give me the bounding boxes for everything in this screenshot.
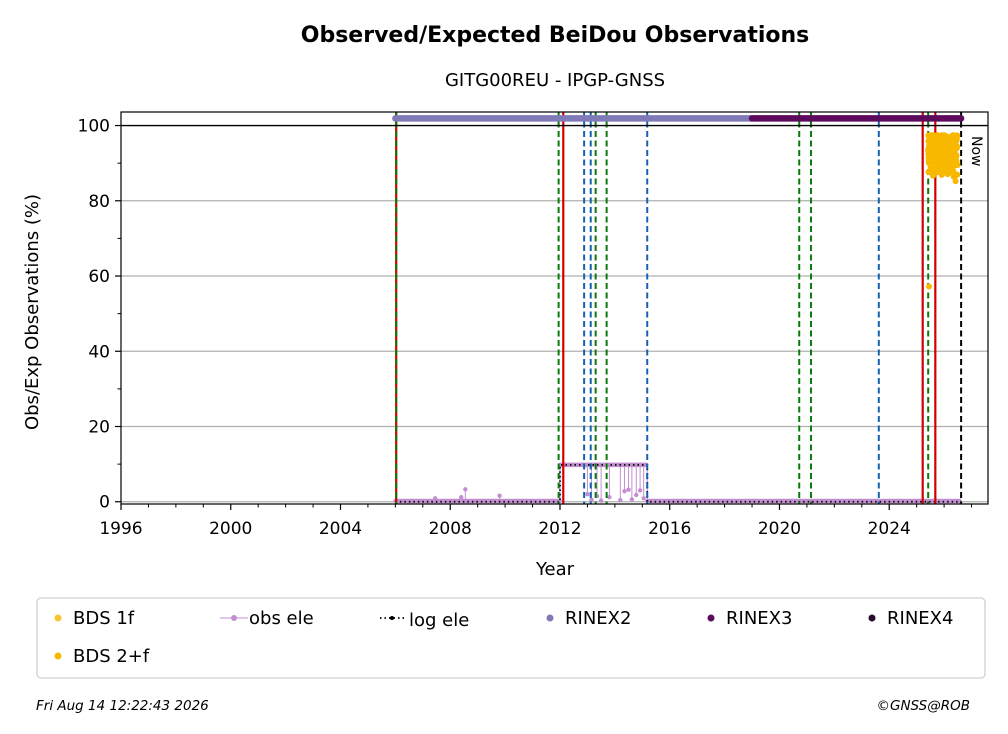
axis-ticks: 0 20 40 60 80 100 1996 2000 2004 2008 2012 2016 2020… <box>78 117 973 539</box>
y-tick-label: 80 <box>88 192 110 212</box>
bds-2f-point <box>937 145 944 152</box>
y-tick-label: 0 <box>99 493 110 513</box>
obs-ele-point <box>598 498 604 503</box>
chart-title: Observed/Expected BeiDou Observations <box>301 23 810 48</box>
bds-2f-point <box>926 283 933 290</box>
bds-2f-point <box>928 135 935 142</box>
now-label: Now <box>968 136 984 167</box>
bds-2f-point <box>950 173 957 180</box>
legend-label: RINEX4 <box>887 608 953 629</box>
chart-subtitle: GITG00REU - IPGP-GNSS <box>445 70 665 91</box>
legend-marker <box>54 652 62 660</box>
x-tick-label: 2016 <box>648 519 691 539</box>
obs-ele-point <box>637 488 643 493</box>
bds-2f-point <box>954 162 961 169</box>
obs-ele-point <box>459 495 464 500</box>
bds-2f-point <box>941 153 948 160</box>
legend-marker <box>868 614 876 622</box>
obs-ele-point <box>589 497 594 503</box>
log-ele-series <box>395 463 962 503</box>
x-tick-label: 1996 <box>99 519 142 539</box>
y-tick-label: 20 <box>88 418 110 438</box>
legend-marker <box>231 615 237 621</box>
log-ele-line <box>395 463 962 503</box>
x-tick-label: 2004 <box>319 519 362 539</box>
bds-2f-point <box>928 141 935 148</box>
bds-2f-point <box>954 132 961 139</box>
bds-2f-point <box>935 155 942 162</box>
bds-series <box>925 131 961 290</box>
bds-2f-point <box>936 135 943 142</box>
obs-ele-point <box>634 492 639 498</box>
legend-marker <box>546 614 554 622</box>
bds-2f-point <box>953 153 960 160</box>
legend-label: RINEX3 <box>726 608 792 629</box>
legend-marker <box>707 614 715 622</box>
obs-ele-point <box>626 487 631 492</box>
bds-2f-point <box>949 137 956 144</box>
obs-ele-point <box>641 496 646 501</box>
bds-2f-point <box>948 154 955 161</box>
y-tick-label: 100 <box>78 117 110 137</box>
bds-2f-point <box>944 133 951 140</box>
bds-2f-point <box>928 157 935 164</box>
y-axis-label: Obs/Exp Observations (%) <box>22 194 43 430</box>
legend-label: obs ele <box>249 608 314 629</box>
obs-ele-point <box>618 498 623 503</box>
bds-2f-point <box>929 152 936 159</box>
bds-2f-point <box>935 141 942 148</box>
obs-ele-point <box>607 495 612 500</box>
x-tick-label: 2000 <box>209 519 252 539</box>
grid-lines <box>121 200 988 503</box>
legend: BDS 1f obs ele log ele RINEX2 RINEX3 RINEX4 BD… <box>54 608 953 667</box>
bds-2f-point <box>952 145 959 152</box>
legend-label: RINEX2 <box>565 608 631 629</box>
x-tick-label: 2012 <box>538 519 581 539</box>
legend-marker <box>390 616 394 620</box>
legend-label: log ele <box>409 610 469 631</box>
obs-ele-point <box>463 487 468 492</box>
event-lines <box>395 112 963 504</box>
footer-timestamp: Fri Aug 14 12:22:43 2026 <box>36 698 209 714</box>
footer-copyright: ©GNSS@ROB <box>877 698 971 714</box>
bds-2f-point <box>938 171 945 178</box>
legend-label: BDS 1f <box>73 608 135 629</box>
obs-ele-point <box>432 496 438 501</box>
x-tick-label: 2008 <box>429 519 472 539</box>
legend-marker <box>54 614 62 622</box>
legend-label: BDS 2+f <box>73 646 150 667</box>
x-axis-label: Year <box>535 559 575 580</box>
obs-ele-point <box>622 489 627 494</box>
bds-2f-point <box>933 162 940 169</box>
bds-2f-point <box>943 160 950 167</box>
obs-ele-series <box>393 462 962 504</box>
bds-2f-point <box>928 165 935 172</box>
legend-box <box>36 597 986 679</box>
bds-2f-point <box>943 167 950 174</box>
bds-2f-point <box>932 146 939 153</box>
bds-2f-point <box>952 178 959 185</box>
x-tick-label: 2020 <box>758 519 801 539</box>
x-tick-label: 2024 <box>868 519 911 539</box>
plot-frame <box>120 111 989 505</box>
y-tick-label: 40 <box>88 342 110 362</box>
obs-ele-point <box>497 493 502 498</box>
obs-ele-point <box>629 497 635 502</box>
y-tick-label: 60 <box>88 267 110 287</box>
bds-2f-point <box>948 160 955 167</box>
obs-ele-point <box>585 492 590 497</box>
